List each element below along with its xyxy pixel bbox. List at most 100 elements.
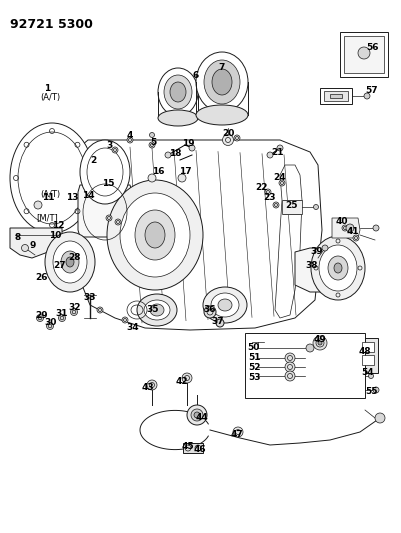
Text: 15: 15 (101, 180, 114, 189)
Circle shape (321, 245, 327, 251)
Circle shape (345, 224, 353, 232)
Circle shape (186, 405, 207, 425)
Circle shape (272, 202, 278, 208)
Text: 36: 36 (203, 305, 216, 314)
Circle shape (194, 412, 200, 418)
Bar (361, 355, 373, 365)
Circle shape (284, 353, 294, 363)
Circle shape (47, 322, 53, 329)
Circle shape (341, 225, 347, 231)
Ellipse shape (158, 110, 198, 126)
Circle shape (372, 387, 378, 393)
Text: 23: 23 (263, 193, 275, 203)
Circle shape (215, 319, 223, 327)
Bar (323, 91, 347, 101)
Ellipse shape (145, 222, 164, 248)
Circle shape (70, 309, 77, 316)
Text: 51: 51 (248, 353, 261, 362)
Text: 42: 42 (175, 377, 188, 386)
Text: 5: 5 (150, 138, 156, 147)
Text: 34: 34 (126, 324, 139, 333)
Text: 28: 28 (69, 253, 81, 262)
Circle shape (284, 362, 294, 372)
Circle shape (233, 427, 242, 437)
Ellipse shape (135, 210, 174, 260)
Ellipse shape (211, 69, 231, 95)
Circle shape (203, 306, 215, 318)
Ellipse shape (196, 105, 247, 125)
Text: (A/T): (A/T) (40, 190, 60, 199)
Text: 43: 43 (141, 384, 154, 392)
Text: 14: 14 (81, 191, 94, 200)
Text: 6: 6 (192, 70, 198, 79)
Ellipse shape (217, 299, 231, 311)
Text: 47: 47 (230, 431, 243, 440)
Text: 32: 32 (69, 303, 81, 311)
Text: 33: 33 (83, 294, 96, 303)
Ellipse shape (144, 300, 170, 320)
Text: 19: 19 (181, 139, 194, 148)
Polygon shape (10, 228, 62, 258)
Circle shape (188, 145, 194, 151)
Circle shape (372, 225, 378, 231)
Circle shape (106, 215, 112, 221)
Circle shape (178, 174, 186, 182)
Circle shape (264, 189, 270, 195)
Circle shape (284, 371, 294, 381)
Circle shape (147, 380, 157, 390)
Circle shape (190, 409, 203, 421)
Text: 10: 10 (49, 230, 61, 239)
Ellipse shape (196, 52, 247, 112)
Ellipse shape (120, 193, 190, 277)
Bar (361, 342, 373, 352)
Circle shape (278, 180, 284, 186)
Text: 17: 17 (178, 167, 191, 176)
Ellipse shape (158, 68, 198, 116)
Text: 2: 2 (90, 156, 96, 165)
Circle shape (149, 133, 154, 138)
Ellipse shape (137, 294, 176, 326)
Circle shape (21, 245, 28, 252)
Circle shape (36, 314, 43, 321)
Circle shape (182, 373, 192, 383)
Text: 50: 50 (246, 343, 259, 352)
Circle shape (305, 344, 313, 352)
Text: 92721 5300: 92721 5300 (10, 18, 93, 31)
Text: 25: 25 (285, 200, 298, 209)
Circle shape (34, 201, 42, 209)
Text: (A/T): (A/T) (40, 93, 60, 101)
Circle shape (363, 93, 369, 99)
Text: 30: 30 (45, 319, 57, 327)
Circle shape (127, 137, 133, 143)
Text: 18: 18 (168, 149, 181, 157)
Text: 16: 16 (151, 167, 164, 176)
Text: 45: 45 (181, 442, 194, 451)
Text: 40: 40 (335, 217, 347, 227)
Ellipse shape (80, 140, 130, 204)
Polygon shape (294, 248, 339, 292)
Ellipse shape (150, 304, 164, 316)
Ellipse shape (318, 245, 356, 291)
Text: 31: 31 (56, 309, 68, 318)
Circle shape (97, 307, 103, 313)
Text: 37: 37 (211, 318, 224, 327)
Ellipse shape (66, 257, 74, 267)
Text: [M/T]: [M/T] (36, 214, 58, 222)
Text: 48: 48 (358, 348, 371, 357)
Text: 56: 56 (366, 43, 378, 52)
Text: 24: 24 (273, 173, 286, 182)
Polygon shape (78, 185, 132, 237)
Text: 57: 57 (365, 85, 377, 94)
Bar (343, 36, 383, 73)
Text: 22: 22 (255, 183, 267, 192)
Circle shape (148, 174, 156, 182)
Text: 35: 35 (146, 305, 159, 314)
Circle shape (164, 152, 170, 158)
Text: 26: 26 (36, 272, 48, 281)
Bar (357, 338, 377, 373)
Bar (281, 200, 301, 214)
Text: 20: 20 (221, 128, 234, 138)
Text: 39: 39 (310, 247, 322, 256)
Text: 38: 38 (305, 261, 318, 270)
Ellipse shape (45, 232, 95, 292)
